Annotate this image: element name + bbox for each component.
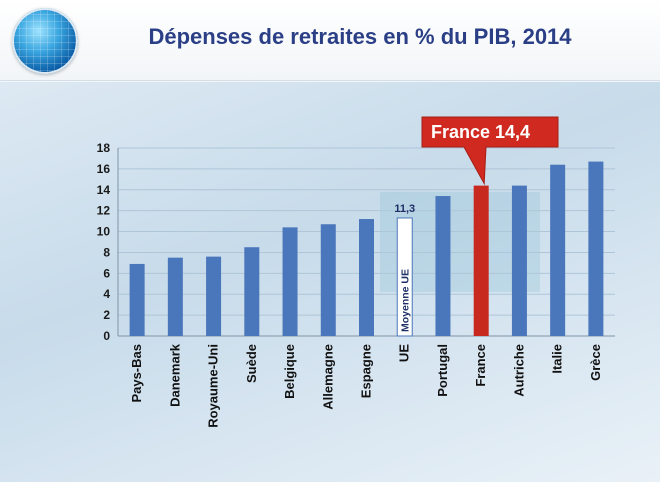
category-label: Italie [550,344,565,374]
category-label: Royaume-Uni [206,344,221,428]
bar [550,164,566,336]
reference-bar-label: Moyenne UE [400,269,412,332]
category-label: Suède [244,344,259,383]
bar [396,217,413,337]
bar [244,247,260,336]
category-label: Grèce [588,344,603,381]
bar [129,263,145,336]
page-title: Dépenses de retraites en % du PIB, 2014 [148,24,572,49]
category-label: Danemark [167,343,182,407]
y-tick-label: 16 [97,162,111,176]
category-label: France [473,344,488,387]
bar [588,161,604,336]
bar [167,257,183,336]
y-tick-label: 12 [97,204,111,218]
header: Dépenses de retraites en % du PIB, 2014 [0,0,660,81]
bar [282,227,298,336]
category-label: Espagne [359,344,374,398]
category-label: Belgique [282,344,297,399]
category-label: Allemagne [320,344,335,410]
bar [511,185,527,336]
bar [359,219,374,336]
y-tick-label: 2 [103,308,110,322]
y-tick-label: 8 [103,245,110,259]
globe-icon [12,8,78,74]
y-tick-label: 18 [97,141,111,155]
bar [320,224,336,336]
category-label: Autriche [511,344,526,397]
data-label: 11,3 [394,203,415,215]
y-tick-label: 0 [103,329,110,343]
category-label: Pays-Bas [129,344,144,403]
category-label: UE [397,344,412,362]
y-tick-label: 14 [97,183,111,197]
bar [473,185,489,336]
bar [206,256,222,336]
callout-box [421,116,559,186]
callout-label: France 14,4 [431,122,530,142]
category-label: Portugal [435,344,450,397]
bar [435,196,451,336]
y-tick-label: 10 [97,225,111,239]
y-tick-label: 4 [103,287,110,301]
y-tick-label: 6 [103,266,110,280]
